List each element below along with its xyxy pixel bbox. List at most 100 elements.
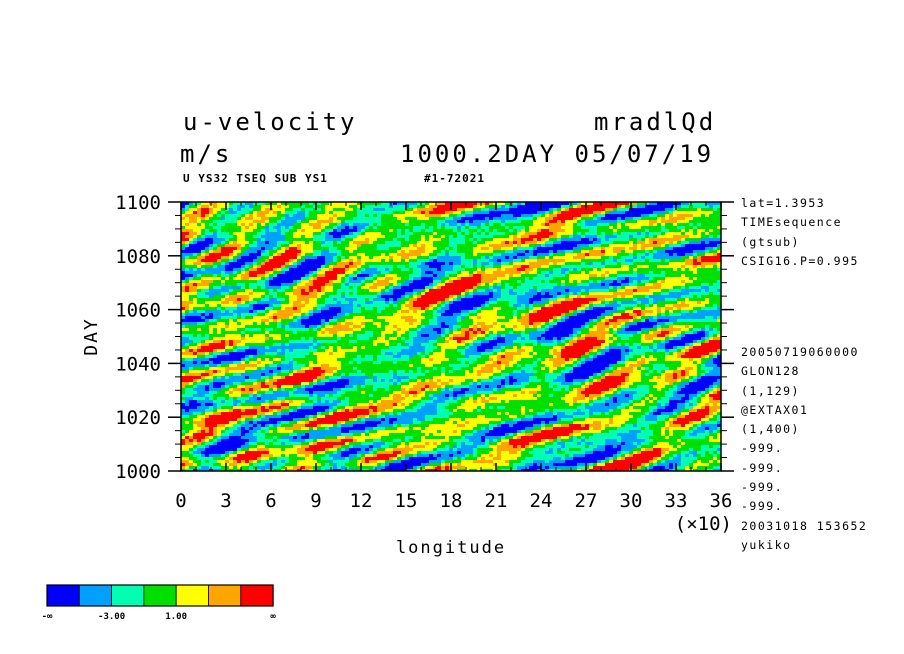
heatmap-cell: [617, 307, 621, 310]
heatmap-cell: [205, 211, 209, 214]
heatmap-cell: [549, 205, 553, 208]
heatmap-cell: [685, 262, 689, 265]
heatmap-cell: [609, 226, 613, 229]
heatmap-cell: [465, 244, 469, 247]
heatmap-cell: [545, 262, 549, 265]
heatmap-cell: [305, 217, 309, 220]
heatmap-cell: [617, 271, 621, 274]
heatmap-cell: [237, 265, 241, 268]
heatmap-cell: [681, 310, 685, 313]
heatmap-cell: [589, 256, 593, 259]
heatmap-cell: [529, 304, 533, 307]
heatmap-cell: [689, 220, 693, 223]
heatmap-cell: [413, 292, 417, 295]
heatmap-cell: [473, 295, 477, 298]
heatmap-cell: [629, 247, 633, 250]
heatmap-cell: [225, 244, 229, 247]
heatmap-cell: [265, 259, 269, 262]
heatmap-cell: [581, 232, 585, 235]
heatmap-cell: [429, 202, 433, 205]
heatmap-cell: [481, 310, 485, 313]
heatmap-cell: [641, 208, 645, 211]
heatmap-cell: [449, 286, 453, 289]
heatmap-cell: [549, 244, 553, 247]
heatmap-cell: [201, 310, 205, 313]
heatmap-cell: [209, 298, 213, 301]
heatmap-cell: [317, 232, 321, 235]
heatmap-cell: [713, 253, 717, 256]
heatmap-cell: [525, 307, 529, 310]
heatmap-cell: [305, 259, 309, 262]
heatmap-cell: [489, 307, 493, 310]
heatmap-cell: [481, 289, 485, 292]
heatmap-cell: [669, 217, 673, 220]
heatmap-cell: [181, 229, 185, 232]
heatmap-cell: [289, 259, 293, 262]
heatmap-cell: [505, 262, 509, 265]
heatmap-cell: [393, 253, 397, 256]
heatmap-cell: [517, 235, 521, 238]
heatmap-cell: [577, 244, 581, 247]
heatmap-cell: [241, 265, 245, 268]
heatmap-cell: [453, 202, 457, 205]
heatmap-cell: [601, 235, 605, 238]
heatmap-cell: [413, 277, 417, 280]
heatmap-cell: [349, 286, 353, 289]
heatmap-cell: [345, 202, 349, 205]
heatmap-cell: [357, 208, 361, 211]
heatmap-cell: [305, 220, 309, 223]
heatmap-cell: [333, 286, 337, 289]
heatmap-cell: [541, 256, 545, 259]
heatmap-cell: [629, 283, 633, 286]
heatmap-cell: [525, 217, 529, 220]
heatmap-cell: [333, 274, 337, 277]
heatmap-cell: [593, 241, 597, 244]
heatmap-cell: [645, 208, 649, 211]
heatmap-cell: [561, 307, 565, 310]
heatmap-cell: [237, 250, 241, 253]
heatmap-cell: [453, 229, 457, 232]
heatmap-cell: [669, 244, 673, 247]
heatmap-cell: [361, 223, 365, 226]
heatmap-cell: [337, 202, 341, 205]
heatmap-cell: [181, 238, 185, 241]
heatmap-cell: [353, 253, 357, 256]
heatmap-cell: [517, 223, 521, 226]
heatmap-cell: [541, 244, 545, 247]
heatmap-cell: [449, 250, 453, 253]
heatmap-cell: [477, 244, 481, 247]
heatmap-cell: [257, 259, 261, 262]
heatmap-cell: [525, 268, 529, 271]
heatmap-cell: [229, 253, 233, 256]
heatmap-cell: [417, 220, 421, 223]
heatmap-cell: [221, 205, 225, 208]
heatmap-cell: [481, 205, 485, 208]
heatmap-cell: [393, 295, 397, 298]
heatmap-cell: [205, 292, 209, 295]
heatmap-cell: [373, 277, 377, 280]
heatmap-cell: [221, 289, 225, 292]
heatmap-cell: [641, 220, 645, 223]
heatmap-cell: [349, 232, 353, 235]
heatmap-cell: [333, 298, 337, 301]
heatmap-cell: [369, 235, 373, 238]
heatmap-cell: [405, 214, 409, 217]
heatmap-cell: [489, 295, 493, 298]
heatmap-cell: [541, 250, 545, 253]
heatmap-cell: [397, 247, 401, 250]
heatmap-cell: [197, 250, 201, 253]
heatmap-cell: [445, 247, 449, 250]
heatmap-cell: [489, 232, 493, 235]
heatmap-cell: [313, 214, 317, 217]
heatmap-cell: [657, 280, 661, 283]
heatmap-cell: [217, 271, 221, 274]
heatmap-cell: [605, 238, 609, 241]
heatmap-cell: [633, 208, 637, 211]
heatmap-cell: [285, 292, 289, 295]
heatmap-cell: [569, 247, 573, 250]
heatmap-cell: [209, 286, 213, 289]
heatmap-cell: [261, 304, 265, 307]
heatmap-cell: [281, 277, 285, 280]
heatmap-cell: [257, 238, 261, 241]
heatmap-cell: [277, 280, 281, 283]
